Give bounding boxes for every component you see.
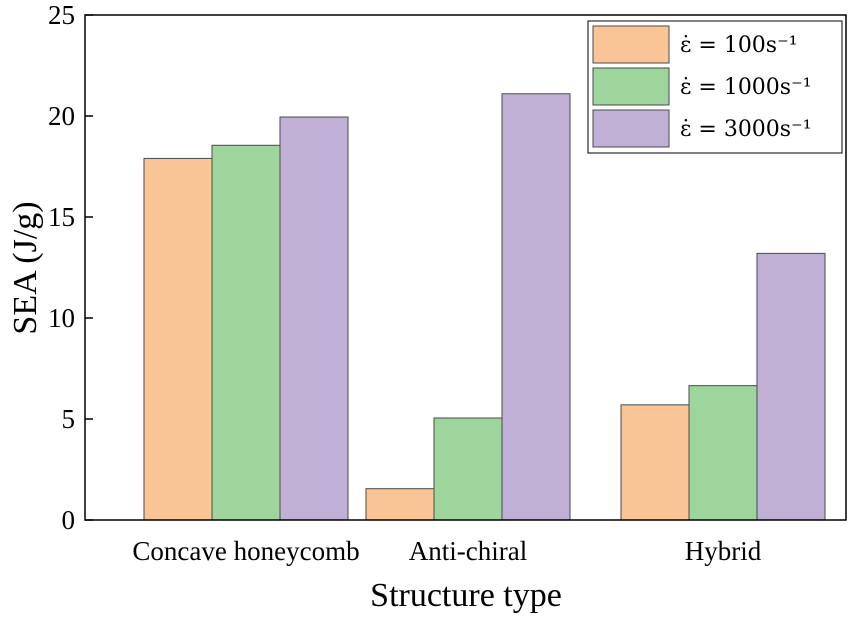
- bar-series2-hybrid: [688, 385, 758, 521]
- y-tick-label: 10: [48, 303, 75, 333]
- bar-series3-anti-chiral: [501, 93, 571, 521]
- bar-series2-anti-chiral: [433, 417, 503, 521]
- y-tick-label: 20: [48, 101, 75, 131]
- x-tick-label: Anti-chiral: [409, 536, 527, 566]
- legend: ε̇ = 100s⁻¹ ε̇ = 1000s⁻¹ ε̇ = 3000s⁻¹: [587, 20, 843, 154]
- legend-label: ε̇ = 1000s⁻¹: [680, 75, 812, 100]
- y-tick-label: 25: [48, 0, 75, 30]
- bar-series1-anti-chiral: [365, 488, 435, 521]
- y-tick-label: 5: [62, 404, 76, 434]
- x-tick-label: Concave honeycomb: [132, 536, 359, 566]
- bar-series1-concave-honeycomb: [143, 157, 213, 521]
- x-axis: Concave honeycomb Anti-chiral Hybrid: [132, 536, 761, 566]
- plot-frame: [84, 14, 847, 521]
- bar-series1-hybrid: [620, 404, 690, 521]
- legend-swatch: [592, 67, 670, 106]
- y-axis-title: SEA (J/g): [7, 201, 44, 334]
- x-tick-label: Hybrid: [685, 536, 762, 566]
- legend-label: ε̇ = 100s⁻¹: [680, 33, 798, 58]
- bars-layer: [143, 93, 826, 521]
- y-axis: 0 5 10 15 20 25: [48, 0, 93, 535]
- bar-series3-concave-honeycomb: [279, 116, 349, 521]
- legend-swatch: [592, 109, 670, 148]
- y-tick-label: 15: [48, 202, 75, 232]
- x-axis-title: Structure type: [370, 577, 562, 614]
- legend-swatch: [592, 25, 670, 64]
- bar-series2-concave-honeycomb: [211, 144, 281, 521]
- bar-series3-hybrid: [756, 252, 826, 521]
- legend-label: ε̇ = 3000s⁻¹: [680, 117, 812, 142]
- y-tick-label: 0: [62, 505, 76, 535]
